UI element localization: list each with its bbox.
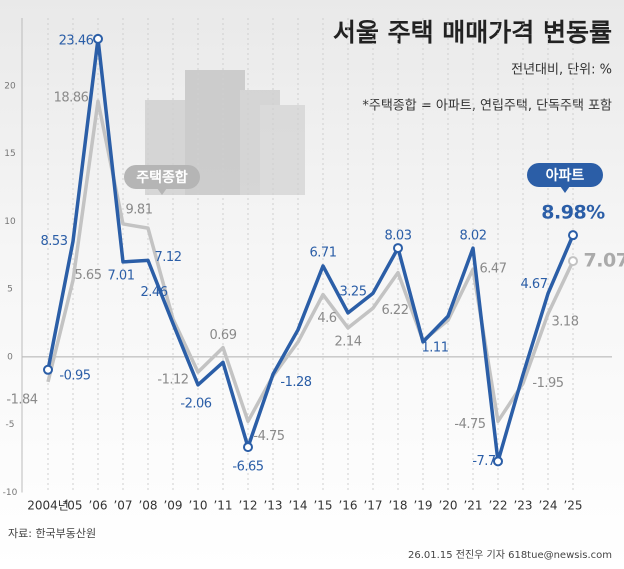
legend-pointer — [560, 186, 570, 193]
data-label: -2.06 — [180, 396, 211, 411]
point-marker — [568, 256, 578, 267]
x-tick-label: ’25 — [563, 499, 582, 513]
series-line — [46, 37, 575, 464]
data-label: 3.25 — [340, 284, 367, 299]
data-label: 5.65 — [75, 268, 102, 283]
x-tick-label: ’11 — [213, 499, 232, 513]
legend-label: 주택종합 — [136, 169, 188, 186]
legend-bubble — [124, 165, 200, 189]
x-tick-label: ’17 — [363, 499, 382, 513]
data-label: -0.95 — [59, 368, 90, 383]
chart-subtitle: 전년대비, 단위: % — [511, 63, 612, 78]
data-label: 7.12 — [155, 250, 182, 265]
y-tick-label: 5 — [7, 285, 13, 295]
data-label: 7.01 — [108, 268, 135, 283]
data-label: 2.14 — [335, 334, 362, 349]
data-label: -1.28 — [280, 375, 311, 390]
x-tick-label: ’08 — [138, 499, 157, 513]
data-label: 3.18 — [552, 314, 579, 329]
data-label: 8.98% — [541, 202, 605, 224]
data-label: 18.86 — [54, 91, 89, 106]
data-label: 6.47 — [480, 262, 507, 277]
point-marker — [243, 442, 253, 453]
x-tick-label: ’18 — [388, 499, 407, 513]
x-tick-label: ’23 — [513, 499, 532, 513]
point-marker — [493, 456, 503, 467]
point-marker — [43, 364, 53, 375]
x-tick-label: ’21 — [463, 499, 482, 513]
x-tick-label: ’24 — [538, 499, 557, 513]
x-tick-label: ’05 — [63, 499, 82, 513]
data-label: 1.11 — [422, 340, 449, 355]
x-tick-label: ’14 — [288, 499, 307, 513]
y-tick-label: 20 — [4, 81, 16, 91]
point-marker — [568, 230, 578, 241]
plot-area: -10 -5 0 5 10 15 20 2004년’05 ’06 ’07 ’08 ’09 ’10 ’11 ’… — [3, 18, 624, 513]
data-label: 8.02 — [460, 229, 487, 244]
source: 자료: 한국부동산원 — [8, 527, 96, 540]
x-tick-label: ’10 — [188, 499, 207, 513]
data-label: -4.75 — [253, 429, 284, 444]
data-label: 4.67 — [521, 277, 548, 292]
y-tick-label: -5 — [6, 420, 15, 430]
x-tick-label: ’19 — [413, 499, 432, 513]
data-label: 4.6 — [317, 311, 336, 326]
credit: 26.01.15 전진우 기자 618tue@newsis.com — [408, 549, 612, 561]
data-label: 0.69 — [210, 328, 237, 343]
data-label: -1.95 — [532, 376, 563, 391]
x-tick-label: ’15 — [313, 499, 332, 513]
data-label: -4.75 — [454, 417, 485, 432]
data-label: 23.46 — [59, 33, 94, 48]
legend-pointer — [157, 188, 167, 195]
x-tick-label: ’22 — [488, 499, 507, 513]
x-tick-label: ’09 — [163, 499, 182, 513]
x-tick-label: ’20 — [438, 499, 457, 513]
data-label: 8.03 — [385, 229, 412, 244]
x-tick-label: ’13 — [263, 499, 282, 513]
x-tick-label: ’12 — [238, 499, 257, 513]
data-label: 9.81 — [126, 202, 153, 217]
point-marker — [93, 33, 103, 44]
point-marker — [393, 243, 403, 254]
y-tick-label: 0 — [7, 352, 13, 362]
data-label: 8.53 — [41, 234, 68, 249]
x-tick-label: ’16 — [338, 499, 357, 513]
data-label: -6.65 — [232, 460, 263, 475]
x-tick-label: 2004년 — [27, 499, 69, 513]
legend-bubble — [527, 163, 603, 187]
data-label: -1.12 — [157, 373, 188, 388]
data-label: 7.07 — [584, 250, 624, 272]
legend-label: 아파트 — [546, 167, 585, 184]
y-tick-label: 10 — [4, 217, 16, 227]
data-label: -7.7 — [472, 454, 496, 469]
data-label: 6.71 — [310, 245, 337, 260]
data-label: 6.22 — [382, 303, 409, 318]
y-tick-label: -10 — [3, 488, 18, 498]
x-tick-label: ’07 — [113, 499, 132, 513]
chart-note: *주택종합 = 아파트, 연립주택, 단독주택 포함 — [362, 99, 612, 114]
x-tick-label: ’06 — [88, 499, 107, 513]
data-label: -1.84 — [6, 392, 37, 407]
chart-title: 서울 주택 매매가격 변동률 — [333, 18, 612, 47]
building-illustration — [145, 70, 305, 195]
y-tick-label: 15 — [4, 149, 15, 159]
data-label: 2.46 — [141, 285, 168, 300]
